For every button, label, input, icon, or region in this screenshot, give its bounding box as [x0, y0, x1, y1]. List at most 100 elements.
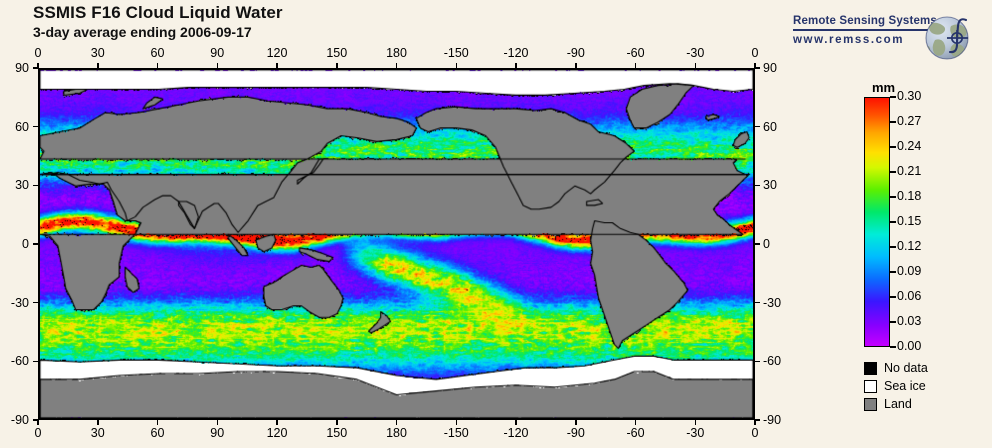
legend-item-land: Land: [864, 396, 928, 412]
legend-item-no-data: No data: [864, 360, 928, 376]
colorbar-tick-label-2: 0.24: [897, 139, 922, 153]
y-tick-label-right-1: 60: [763, 119, 777, 134]
y-tick-right-6: [755, 419, 760, 421]
x-tick-label-bottom-6: 180: [386, 426, 407, 440]
x-tick-label-top-2: 60: [150, 46, 165, 60]
y-tick-label-right-4: -30: [763, 295, 782, 310]
colorbar-tick-label-5: 0.15: [897, 214, 922, 228]
colorbar-tick-5: [890, 221, 896, 223]
x-tick-label-top-10: -60: [626, 46, 645, 60]
x-tick-top-2: [156, 63, 159, 68]
legend-swatch-sea-ice: [864, 379, 877, 393]
x-tick-label-bottom-9: -90: [566, 426, 585, 440]
x-tick-top-4: [276, 63, 278, 68]
x-tick-label-top-0: 0: [34, 46, 42, 60]
x-tick-bottom-5: [336, 420, 338, 425]
colorbar-gradient[interactable]: [864, 97, 890, 347]
colorbar-tick-0: [890, 96, 896, 98]
x-tick-top-7: [455, 63, 457, 68]
x-tick-top-3: [216, 63, 218, 68]
y-tick-label-left-4: -30: [10, 295, 29, 310]
map-legend: No data Sea ice Land: [864, 360, 928, 414]
colorbar-tick-4: [890, 196, 896, 198]
colorbar-tick-6: [890, 246, 896, 248]
y-tick-right-0: [755, 67, 760, 69]
y-tick-label-right-3: 0: [763, 237, 770, 251]
x-tick-label-bottom-7: -150: [443, 426, 469, 440]
x-tick-bottom-0: [37, 420, 39, 425]
colorbar-tick-label-7: 0.09: [897, 264, 922, 278]
x-tick-top-1: [97, 63, 99, 68]
title-main: SSMIS F16 Cloud Liquid Water: [33, 3, 283, 22]
colorbar-tick-1: [890, 121, 896, 123]
remss-logo[interactable]: Remote Sensing Systems www.remss.com: [793, 10, 983, 65]
x-tick-label-top-3: 90: [210, 46, 225, 60]
x-tick-label-top-6: 180: [386, 46, 407, 60]
y-tick-left-6: [33, 419, 38, 421]
y-tick-label-right-5: -60: [763, 354, 782, 369]
y-tick-left-3: [33, 243, 38, 245]
legend-label-sea-ice: Sea ice: [884, 379, 926, 393]
x-tick-bottom-4: [276, 420, 278, 425]
y-tick-left-5: [33, 360, 38, 363]
x-tick-label-top-4: 120: [266, 46, 288, 60]
x-tick-label-bottom-4: 120: [266, 426, 288, 440]
y-tick-label-right-2: 30: [763, 178, 777, 193]
logo-website: www.remss.com: [793, 34, 905, 46]
x-tick-label-top-12: 0: [751, 46, 759, 60]
logo-company-name: Remote Sensing Systems: [793, 15, 937, 27]
x-tick-top-6: [395, 63, 398, 68]
y-tick-left-4: [33, 301, 38, 304]
legend-label-land: Land: [884, 397, 912, 411]
x-tick-bottom-8: [515, 420, 517, 425]
x-tick-label-bottom-11: -30: [686, 426, 705, 440]
x-tick-top-5: [336, 63, 338, 68]
y-tick-left-2: [33, 184, 38, 187]
y-tick-left-1: [33, 125, 38, 128]
cloud-liquid-water-heatmap: [40, 70, 753, 418]
x-tick-label-top-8: -120: [503, 46, 529, 60]
y-tick-label-left-2: 30: [15, 178, 29, 193]
page-title: SSMIS F16 Cloud Liquid Water 3-day avera…: [33, 3, 283, 41]
y-tick-label-right-6: -90: [763, 413, 782, 427]
y-tick-label-left-6: -90: [10, 413, 29, 427]
y-tick-right-3: [755, 243, 760, 245]
x-tick-label-bottom-0: 0: [34, 426, 42, 440]
x-tick-top-9: [575, 63, 577, 68]
x-tick-bottom-2: [156, 420, 159, 425]
colorbar-tick-label-8: 0.06: [897, 289, 922, 303]
y-tick-left-0: [33, 67, 38, 69]
globe-satellite-icon: [925, 16, 969, 60]
colorbar-tick-label-0: 0.30: [897, 89, 922, 103]
legend-item-sea-ice: Sea ice: [864, 378, 928, 394]
colorbar-tick-label-10: 0.00: [897, 339, 922, 353]
colorbar-tick-10: [890, 346, 896, 348]
y-tick-right-1: [755, 125, 760, 128]
colorbar-tick-label-4: 0.18: [897, 189, 922, 203]
colorbar-unit-label: mm: [872, 80, 896, 95]
colorbar-tick-2: [890, 146, 896, 148]
colorbar-tick-7: [890, 271, 896, 273]
x-tick-label-bottom-3: 90: [210, 426, 225, 440]
x-tick-bottom-3: [216, 420, 218, 425]
logo-text: Remote Sensing Systems www.remss.com: [793, 15, 943, 46]
x-tick-bottom-6: [395, 420, 398, 425]
x-tick-label-top-5: 150: [326, 46, 348, 60]
y-tick-right-2: [755, 184, 760, 187]
x-tick-top-10: [634, 63, 637, 68]
colorbar-tick-label-3: 0.21: [897, 164, 922, 178]
map-plot-area[interactable]: [38, 68, 755, 420]
x-tick-label-bottom-8: -120: [503, 426, 529, 440]
logo-divider: [793, 29, 943, 31]
colorbar-tick-3: [890, 171, 896, 173]
x-tick-label-bottom-10: -60: [626, 426, 645, 440]
x-tick-label-top-11: -30: [686, 46, 705, 60]
x-tick-label-bottom-5: 150: [326, 426, 348, 440]
x-tick-label-bottom-1: 30: [90, 426, 105, 440]
y-tick-label-left-3: 0: [22, 237, 29, 251]
y-tick-label-left-5: -60: [10, 354, 29, 369]
x-tick-bottom-1: [97, 420, 99, 425]
x-tick-bottom-7: [455, 420, 457, 425]
y-tick-label-right-0: 90: [763, 61, 777, 75]
y-tick-right-5: [755, 360, 760, 363]
